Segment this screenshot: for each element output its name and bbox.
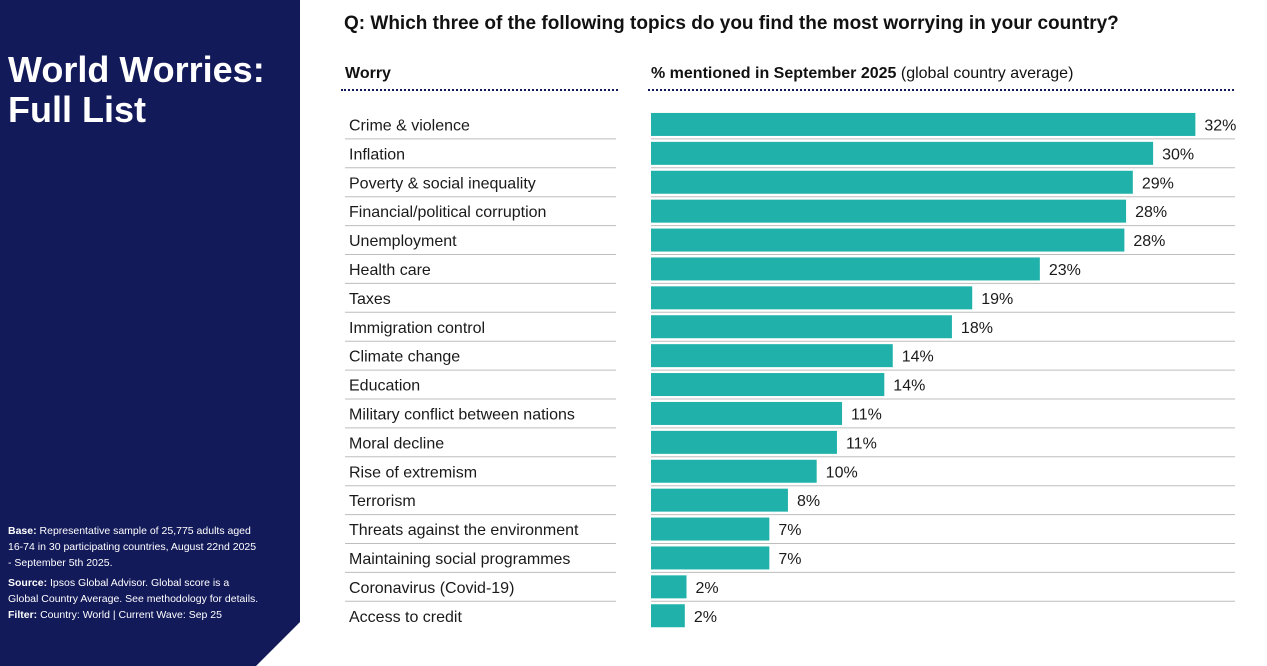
value-label: 8% [797, 493, 820, 510]
value-label: 11% [851, 406, 882, 423]
chart-title: Q: Which three of the following topics d… [344, 13, 1119, 34]
source-text: Ipsos Global Advisor. Global score is a … [8, 577, 259, 605]
category-label: Immigration control [349, 320, 485, 337]
bar [651, 517, 770, 541]
category-label: Financial/political corruption [349, 204, 546, 221]
category-column-header: Worry [345, 65, 391, 82]
bar [651, 575, 687, 599]
value-label: 11% [846, 435, 877, 452]
bar [651, 344, 893, 368]
value-column-header: % mentioned in September 2025 (global co… [651, 65, 1073, 83]
page-title: World Worries: Full List [8, 49, 265, 130]
filter-text: Country: World | Current Wave: Sep 25 [40, 609, 222, 621]
category-label: Inflation [349, 146, 405, 163]
value-label: 14% [893, 378, 925, 395]
value-label: 7% [778, 551, 801, 568]
source-note: Source: Ipsos Global Advisor. Global sco… [8, 575, 260, 623]
value-header-rest: (global country average) [900, 65, 1074, 82]
footnotes: Base: Representative sample of 25,775 ad… [8, 523, 260, 627]
value-label: 7% [778, 522, 801, 539]
base-text: Representative sample of 25,775 adults a… [8, 525, 257, 569]
base-label: Base: [8, 525, 37, 537]
category-label: Crime & violence [349, 117, 470, 134]
category-label: Maintaining social programmes [349, 551, 570, 568]
category-label: Unemployment [349, 233, 457, 250]
bar [651, 430, 837, 454]
category-label: Rise of extremism [349, 464, 477, 481]
bar [651, 604, 685, 628]
value-label: 2% [694, 609, 717, 626]
value-label: 30% [1162, 146, 1194, 163]
value-header-bold: % mentioned in September 2025 [651, 65, 897, 82]
value-label: 2% [696, 580, 719, 597]
value-label: 32% [1204, 117, 1236, 134]
bar [651, 459, 817, 483]
bar [651, 286, 973, 310]
category-label: Poverty & social inequality [349, 175, 536, 192]
bar [651, 373, 885, 397]
value-label: 28% [1133, 233, 1165, 250]
value-label: 19% [981, 291, 1013, 308]
bar [651, 546, 770, 570]
sidebar-panel: World Worries: Full List Base: Represent… [0, 0, 300, 666]
category-label: Taxes [349, 291, 391, 308]
source-label: Source: [8, 577, 48, 589]
bar [651, 170, 1133, 194]
bar [651, 112, 1196, 136]
category-label: Health care [349, 262, 431, 279]
header-divider-left [341, 89, 618, 91]
category-label: Climate change [349, 349, 460, 366]
category-label: Threats against the environment [349, 522, 579, 539]
bar [651, 488, 788, 512]
filter-label: Filter: [8, 609, 38, 621]
category-label: Education [349, 378, 420, 395]
value-label: 28% [1135, 204, 1167, 221]
category-label: Coronavirus (Covid-19) [349, 580, 514, 597]
value-label: 10% [826, 464, 858, 481]
bar [651, 257, 1040, 281]
value-label: 14% [902, 349, 934, 366]
category-label: Access to credit [349, 609, 462, 626]
value-label: 23% [1049, 262, 1081, 279]
category-label: Moral decline [349, 435, 444, 452]
header-divider-right [648, 89, 1234, 91]
bar [651, 199, 1127, 223]
bar [651, 228, 1125, 252]
category-label: Military conflict between nations [349, 406, 575, 423]
base-note: Base: Representative sample of 25,775 ad… [8, 523, 260, 571]
bar [651, 315, 952, 339]
bar [651, 141, 1154, 165]
value-label: 18% [961, 320, 993, 337]
bar [651, 401, 843, 425]
category-label: Terrorism [349, 493, 416, 510]
value-label: 29% [1142, 175, 1174, 192]
